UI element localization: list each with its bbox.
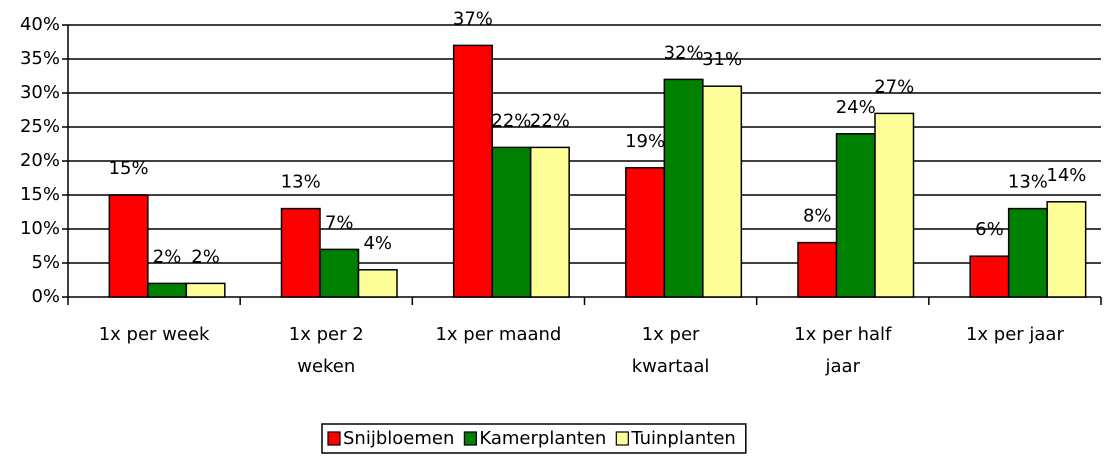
bar	[874, 112, 915, 298]
bar	[835, 133, 876, 298]
y-tick-label: 40%	[20, 14, 60, 35]
value-label: 15%	[109, 158, 149, 179]
value-label: 24%	[836, 97, 876, 118]
bar	[185, 282, 226, 298]
value-label: 22%	[491, 110, 531, 131]
value-label: 14%	[1046, 165, 1086, 186]
bar	[625, 167, 666, 298]
value-label: 37%	[453, 8, 493, 29]
y-tick-label: 20%	[20, 150, 60, 171]
x-tick-label-line: 1x per jaar	[966, 324, 1065, 345]
y-tick-label: 10%	[20, 218, 60, 239]
value-label: 6%	[975, 219, 1004, 240]
bar	[280, 207, 321, 298]
x-tick-label: 1x per week	[99, 324, 210, 345]
legend-label: Tuinplanten	[630, 428, 735, 449]
y-tick-label: 30%	[20, 82, 60, 103]
value-label: 31%	[702, 49, 742, 70]
x-tick-label-line: 1x per	[642, 324, 700, 345]
value-label: 7%	[325, 212, 354, 233]
bar	[452, 44, 493, 298]
value-label: 32%	[664, 42, 704, 63]
bar	[147, 282, 188, 298]
x-tick-label: 1x per jaar	[966, 324, 1065, 345]
x-tick-label-line: 1x per week	[99, 324, 210, 345]
x-tick-label-line: weken	[297, 356, 355, 377]
bar	[108, 194, 149, 298]
bar	[797, 241, 838, 298]
legend-swatch	[463, 431, 477, 446]
x-tick-label: 1x per 2 weken	[289, 324, 364, 377]
x-tick-label-line: kwartaal	[632, 356, 710, 377]
value-label: 19%	[625, 131, 665, 152]
x-tick-label-line: 1x per maand	[435, 324, 561, 345]
value-label: 2%	[153, 246, 182, 267]
y-tick-label: 25%	[20, 116, 60, 137]
x-tick-label: 1x per maand	[435, 324, 561, 345]
bar	[702, 85, 743, 298]
bar	[1007, 207, 1048, 298]
x-tick-label-line: 1x per half	[794, 324, 892, 345]
value-label: 22%	[530, 110, 570, 131]
x-tick-label-line: 1x per 2	[289, 324, 364, 345]
bar	[491, 146, 532, 298]
legend-swatch	[615, 431, 629, 446]
x-tick-label: 1x per half jaar	[794, 324, 892, 377]
y-tick-label: 5%	[31, 252, 60, 273]
legend-label: Kamerplanten	[479, 428, 606, 449]
bar	[529, 146, 570, 298]
legend-box	[321, 423, 747, 454]
bar	[319, 248, 360, 298]
legend-swatch	[327, 431, 341, 446]
value-label: 13%	[281, 172, 321, 193]
value-label: 27%	[874, 76, 914, 97]
x-tick-label: 1x per kwartaal	[632, 324, 710, 377]
y-tick-label: 0%	[31, 286, 60, 307]
legend-label: Snijbloemen	[343, 428, 454, 449]
bar	[1046, 201, 1087, 298]
x-tick-label-line: jaar	[825, 356, 861, 377]
value-label: 13%	[1008, 172, 1048, 193]
value-label: 4%	[363, 233, 392, 254]
value-label: 2%	[191, 246, 220, 267]
bar	[357, 269, 398, 298]
bar	[663, 78, 704, 298]
bar	[969, 255, 1010, 298]
y-tick-label: 35%	[20, 48, 60, 69]
value-label: 8%	[803, 206, 832, 227]
y-tick-label: 15%	[20, 184, 60, 205]
